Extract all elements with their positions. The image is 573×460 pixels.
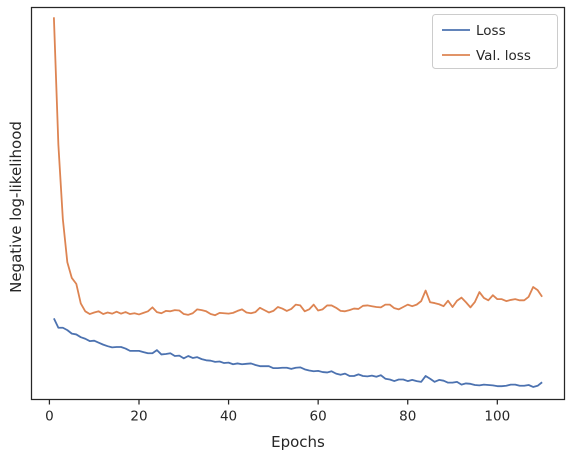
plot-frame <box>30 6 566 401</box>
series-layer <box>52 17 543 388</box>
legend-label-loss: Loss <box>476 23 506 39</box>
x-tick-label: 20 <box>130 409 147 425</box>
series-line-val-loss <box>52 17 543 317</box>
x-tick-label: 40 <box>220 409 237 425</box>
x-tick-label: 0 <box>45 409 54 425</box>
y-axis-label: Negative log-likelihood <box>7 121 25 293</box>
x-tick-label: 80 <box>399 409 416 425</box>
legend-label-val-loss: Val. loss <box>476 48 531 64</box>
x-axis-ticks: 0 20 40 60 80 100 <box>45 399 510 425</box>
x-tick-label: 60 <box>310 409 327 425</box>
x-tick-label: 100 <box>484 409 510 425</box>
x-axis-label: Epochs <box>271 433 325 451</box>
series-line-loss <box>53 317 543 388</box>
legend: Loss Val. loss <box>432 14 558 69</box>
